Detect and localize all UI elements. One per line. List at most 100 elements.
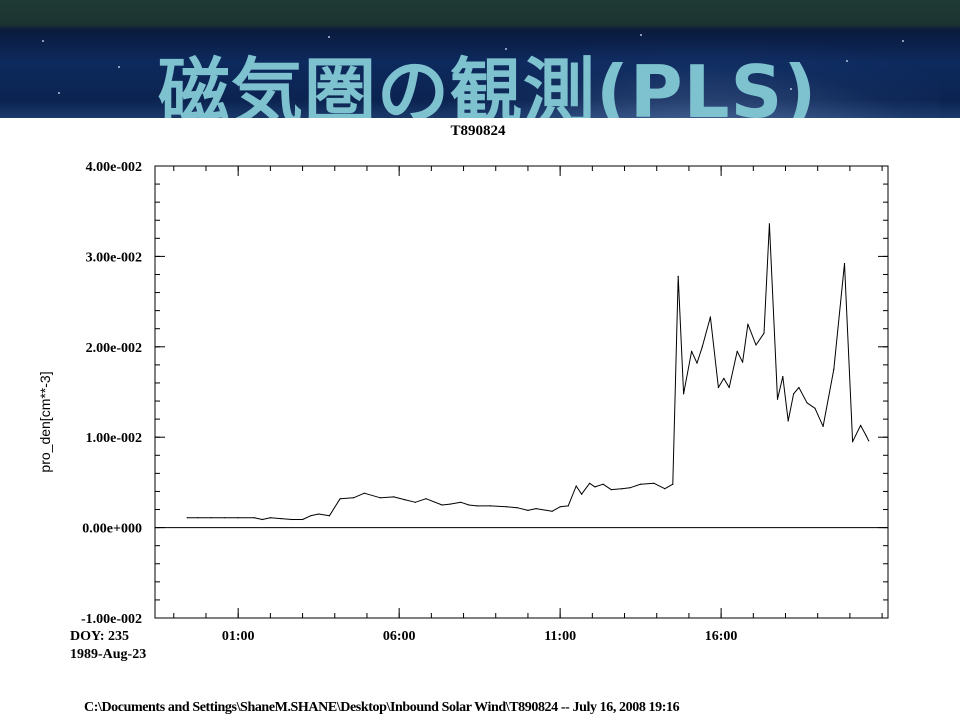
y-tick-label: -1.00e-002	[81, 612, 142, 627]
data-point	[291, 518, 293, 521]
data-point	[551, 510, 553, 512]
data-point	[581, 493, 583, 495]
data-point	[728, 386, 730, 389]
data-point	[414, 501, 416, 503]
data-point	[852, 441, 854, 443]
axes-layer	[154, 165, 889, 619]
y-tick-label: 3.00e-002	[86, 250, 142, 265]
data-point	[393, 496, 395, 498]
star-dot	[328, 36, 330, 38]
earth-glow	[420, 40, 940, 118]
data-point	[843, 263, 846, 265]
data-point	[755, 344, 757, 346]
data-point	[677, 275, 679, 277]
data-point	[516, 507, 518, 509]
data-point	[709, 316, 712, 318]
data-point	[621, 488, 623, 490]
star-dot	[505, 48, 507, 50]
data-point	[865, 434, 867, 436]
x-origin-label: 1989-Aug-23	[70, 647, 146, 662]
data-point	[672, 483, 674, 485]
file-path-caption: C:\Documents and Settings\ShaneM.SHANE\D…	[84, 700, 680, 715]
density-line-chart: T890824 4.00e-002 3.00e-002 2.00e-002 1.00e…	[37, 123, 889, 662]
data-point	[787, 420, 789, 422]
star-dot	[42, 40, 44, 42]
data-point	[653, 482, 655, 484]
data-point	[425, 498, 427, 500]
data-point	[310, 515, 312, 517]
data-point	[535, 508, 537, 510]
star-dot	[902, 40, 904, 42]
data-point	[664, 488, 666, 490]
slide-header	[0, 0, 960, 118]
data-point	[237, 517, 239, 519]
data-point	[814, 407, 816, 409]
data-point	[476, 505, 478, 507]
chart-area: T890824 4.00e-002 3.00e-002 2.00e-002 1.00e…	[0, 118, 960, 720]
data-point	[403, 499, 406, 501]
x-tick-label: 01:00	[222, 629, 255, 644]
data-point	[379, 497, 381, 499]
data-point	[352, 497, 355, 499]
data-point	[768, 223, 771, 225]
series-line	[187, 223, 870, 520]
data-point	[683, 393, 685, 395]
star-dot	[846, 60, 848, 62]
data-point	[280, 518, 282, 520]
data-point	[822, 425, 824, 427]
data-point	[197, 517, 199, 519]
data-point	[602, 483, 604, 485]
data-point	[527, 509, 529, 511]
data-point	[328, 515, 330, 517]
data-point	[186, 517, 188, 519]
data-point	[763, 332, 765, 334]
data-point	[776, 398, 779, 400]
data-point	[575, 485, 577, 487]
data-point	[860, 424, 862, 426]
y-tick-label: 1.00e-002	[86, 431, 142, 446]
x-tick-label: 11:00	[544, 629, 576, 644]
data-point	[717, 386, 720, 389]
star-dot	[790, 88, 792, 90]
data-point	[339, 498, 341, 500]
y-tick-label: 4.00e-002	[86, 160, 142, 175]
data-point	[269, 517, 271, 519]
data-point	[468, 504, 470, 506]
data-point	[798, 386, 800, 389]
data-point	[742, 361, 744, 363]
data-point	[833, 368, 835, 370]
data-point	[696, 362, 698, 364]
data-point	[460, 501, 462, 503]
x-tick-label: 06:00	[383, 629, 416, 644]
data-point	[691, 350, 693, 352]
data-point	[701, 346, 703, 348]
chart-title: T890824	[450, 123, 506, 139]
data-point	[261, 518, 263, 521]
data-point	[224, 517, 226, 519]
data-point	[253, 517, 255, 519]
data-point	[449, 503, 451, 505]
data-point	[210, 517, 212, 519]
data-point	[736, 350, 738, 352]
star-dot	[58, 92, 60, 94]
labels-layer: 4.00e-002 3.00e-002 2.00e-002 1.00e-002 0.00…	[37, 160, 737, 662]
data-point	[505, 506, 508, 508]
y-axis-title: pro_den[cm**-3]	[37, 371, 53, 472]
data-point	[747, 323, 749, 325]
data-point	[723, 377, 725, 379]
data-point	[640, 483, 642, 485]
data-point	[441, 504, 443, 506]
data-point	[868, 440, 870, 442]
data-point	[589, 482, 591, 484]
data-point	[610, 489, 612, 491]
data-point	[793, 393, 795, 395]
star-dot	[640, 34, 642, 36]
x-tick-label: 16:00	[705, 629, 738, 644]
y-tick-label: 0.00e+000	[82, 522, 142, 537]
star-dot	[118, 66, 120, 68]
data-point	[559, 506, 561, 508]
x-origin-label: DOY: 235	[70, 629, 129, 644]
data-point	[594, 486, 596, 488]
slide-title: 磁気圏の観測(PLS)	[158, 50, 818, 120]
series-layer	[186, 223, 870, 521]
